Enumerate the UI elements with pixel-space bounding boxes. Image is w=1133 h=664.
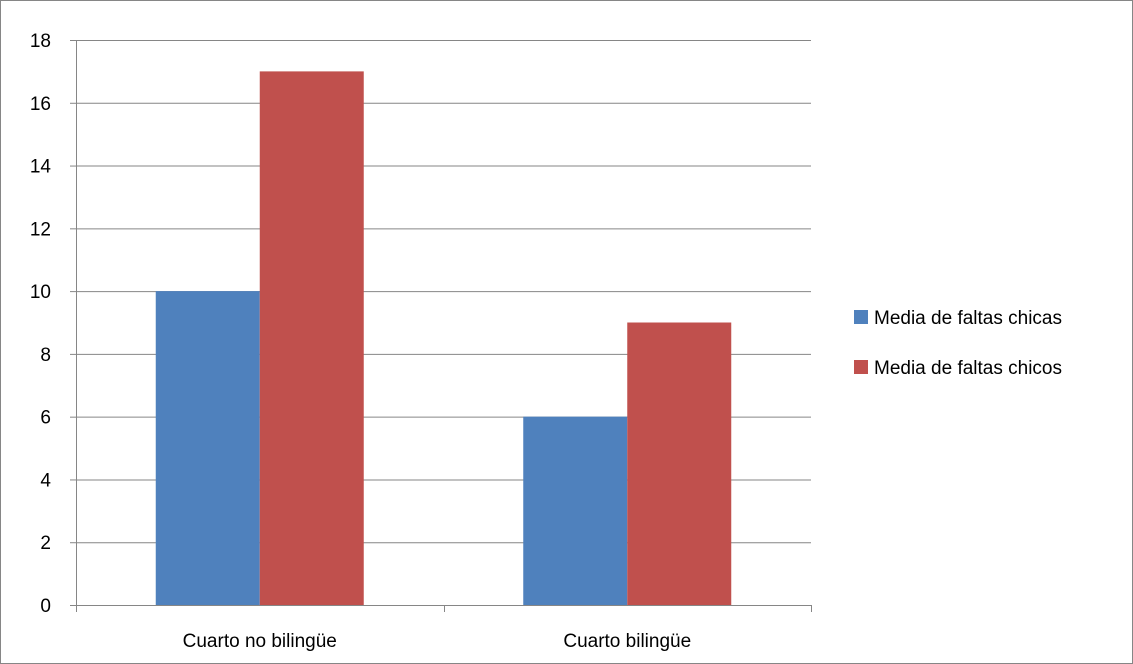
- bar: [155, 291, 260, 605]
- bar: [259, 71, 364, 605]
- bars: [155, 71, 732, 605]
- y-tick-labels: 0 2 4 6 8 10 12 14 16 18: [30, 31, 52, 617]
- legend-swatch: [854, 360, 868, 374]
- y-tick-label: 8: [40, 345, 51, 366]
- legend-swatch: [854, 310, 868, 324]
- legend: Media de faltas chicas Media de faltas ch…: [854, 308, 1062, 379]
- y-tick-label: 12: [30, 219, 51, 240]
- y-tick-label: 4: [40, 470, 51, 491]
- bar: [627, 322, 732, 605]
- y-tick-label: 14: [30, 157, 52, 178]
- x-tick-labels: Cuarto no bilingüe Cuarto bilingüe: [183, 631, 692, 652]
- axes: [70, 40, 812, 612]
- x-tick-label: Cuarto bilingüe: [563, 631, 691, 652]
- y-tick-label: 0: [40, 596, 51, 617]
- legend-label: Media de faltas chicas: [874, 308, 1062, 329]
- y-tick-label: 10: [30, 282, 51, 303]
- y-tick-label: 18: [30, 31, 51, 52]
- bar: [523, 416, 628, 605]
- y-tick-label: 2: [40, 533, 51, 554]
- x-tick-label: Cuarto no bilingüe: [183, 631, 337, 652]
- y-tick-label: 16: [30, 94, 51, 115]
- y-tick-label: 6: [40, 408, 51, 429]
- legend-label: Media de faltas chicos: [874, 358, 1062, 379]
